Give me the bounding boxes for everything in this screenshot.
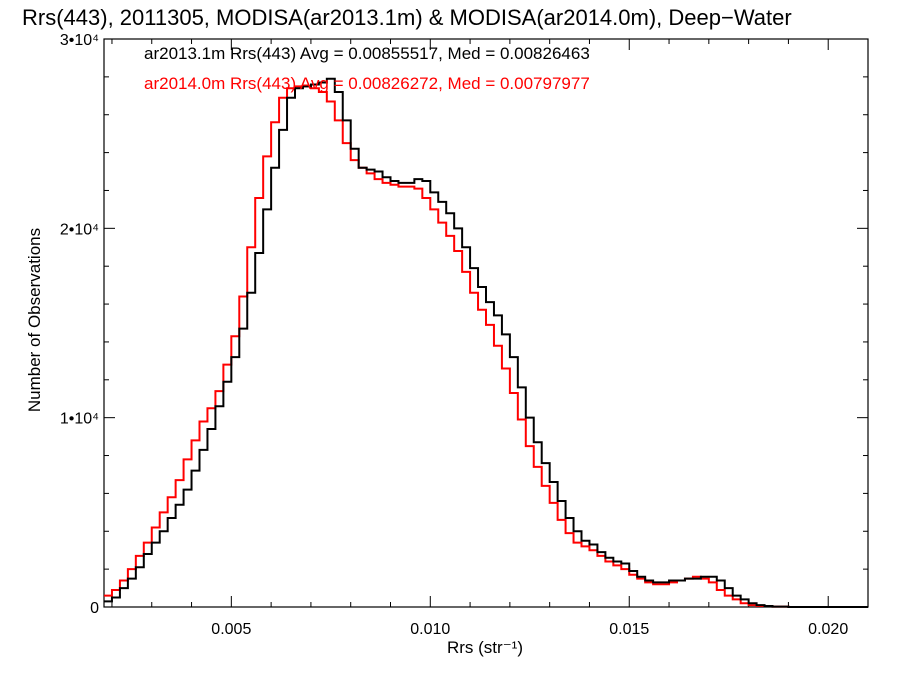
x-tick-label: 0.020 [808,621,848,638]
x-tick-label: 0.010 [410,621,450,638]
legend-entry: ar2014.0m Rrs(443) Avg = 0.00826272, Med… [144,74,590,93]
y-tick-label: 2•10⁴ [60,221,99,238]
y-axis-label: Number of Observations [25,228,44,412]
series-layer [104,77,868,608]
y-tick-label: 1•10⁴ [60,411,99,428]
x-tick-label: 0.015 [609,621,649,638]
plot-frame [103,38,869,608]
series-line-ar2014-0m [104,85,868,608]
plot-axes: 0.005 0.010 0.015 0.020 0 1•10⁴ 2•10⁴ 3•10⁴ [60,32,869,638]
x-axis-label: Rrs (str⁻¹) [447,638,523,657]
legend-entry: ar2013.1m Rrs(443) Avg = 0.00855517, Med… [144,44,590,63]
legend: ar2013.1m Rrs(443) Avg = 0.00855517, Med… [144,44,590,93]
y-tick-label: 0 [90,600,99,617]
series-line-ar2013-1m [104,77,868,608]
x-tick-label: 0.005 [211,621,251,638]
chart-title: Rrs(443), 2011305, MODISA(ar2013.1m) & M… [22,5,792,30]
y-tick-label: 3•10⁴ [60,32,99,49]
